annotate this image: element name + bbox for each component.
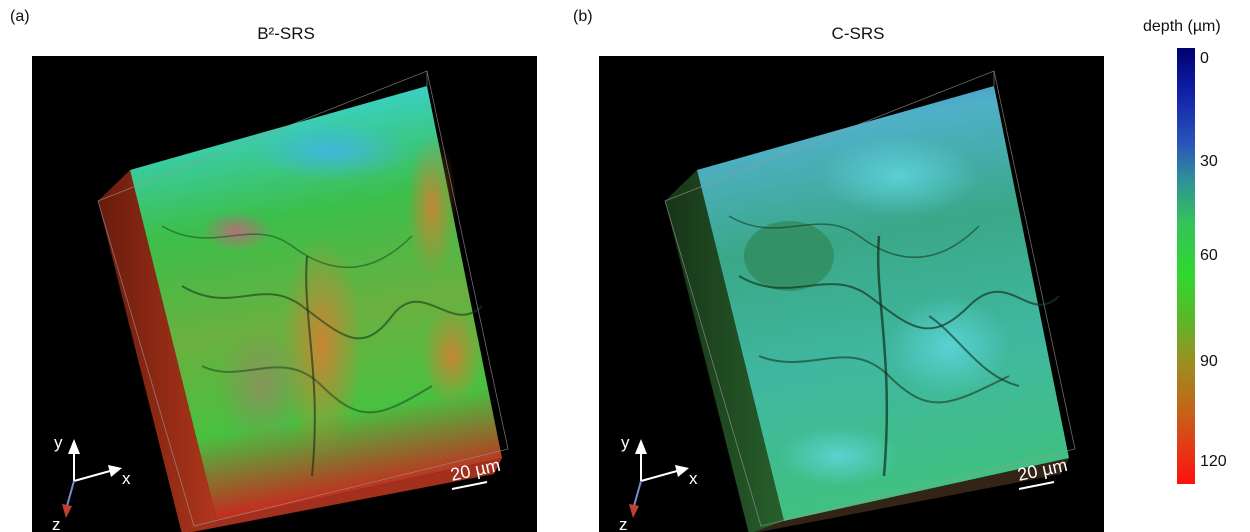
panel-b-tag: (b) <box>573 8 593 25</box>
panel-b-render: y x z 20 µm <box>619 70 1076 532</box>
colorbar-tick-90: 90 <box>1200 353 1218 370</box>
colorbar-tick-30: 30 <box>1200 153 1218 170</box>
axis-y-label-a: y <box>54 433 63 452</box>
axis-x-label-a: x <box>122 469 131 488</box>
scale-bar-a <box>451 481 488 490</box>
colorbar-title: depth (µm) <box>1143 18 1221 35</box>
axis-z-label-b: z <box>619 515 628 532</box>
panel-a-title: B²-SRS <box>257 24 315 43</box>
axis-triad-a <box>62 439 122 518</box>
panel-a-tag: (a) <box>10 8 30 25</box>
colorbar-tick-0: 0 <box>1200 50 1209 67</box>
scale-bar-b <box>1018 481 1055 490</box>
panel-a-volume-image: y x z 20 µm <box>32 56 537 532</box>
axis-triad-b <box>629 439 689 518</box>
colorbar-tick-120: 120 <box>1200 453 1227 470</box>
panel-b-title: C-SRS <box>831 24 885 43</box>
panel-a-render: y x z 20 µm <box>52 70 509 532</box>
panel-b-volume-image: y x z 20 µm <box>599 56 1104 532</box>
colorbar-tick-60: 60 <box>1200 247 1218 264</box>
axis-y-label-b: y <box>621 433 630 452</box>
depth-colorbar <box>1177 48 1195 484</box>
axis-x-label-b: x <box>689 469 698 488</box>
axis-z-label-a: z <box>52 515 61 532</box>
